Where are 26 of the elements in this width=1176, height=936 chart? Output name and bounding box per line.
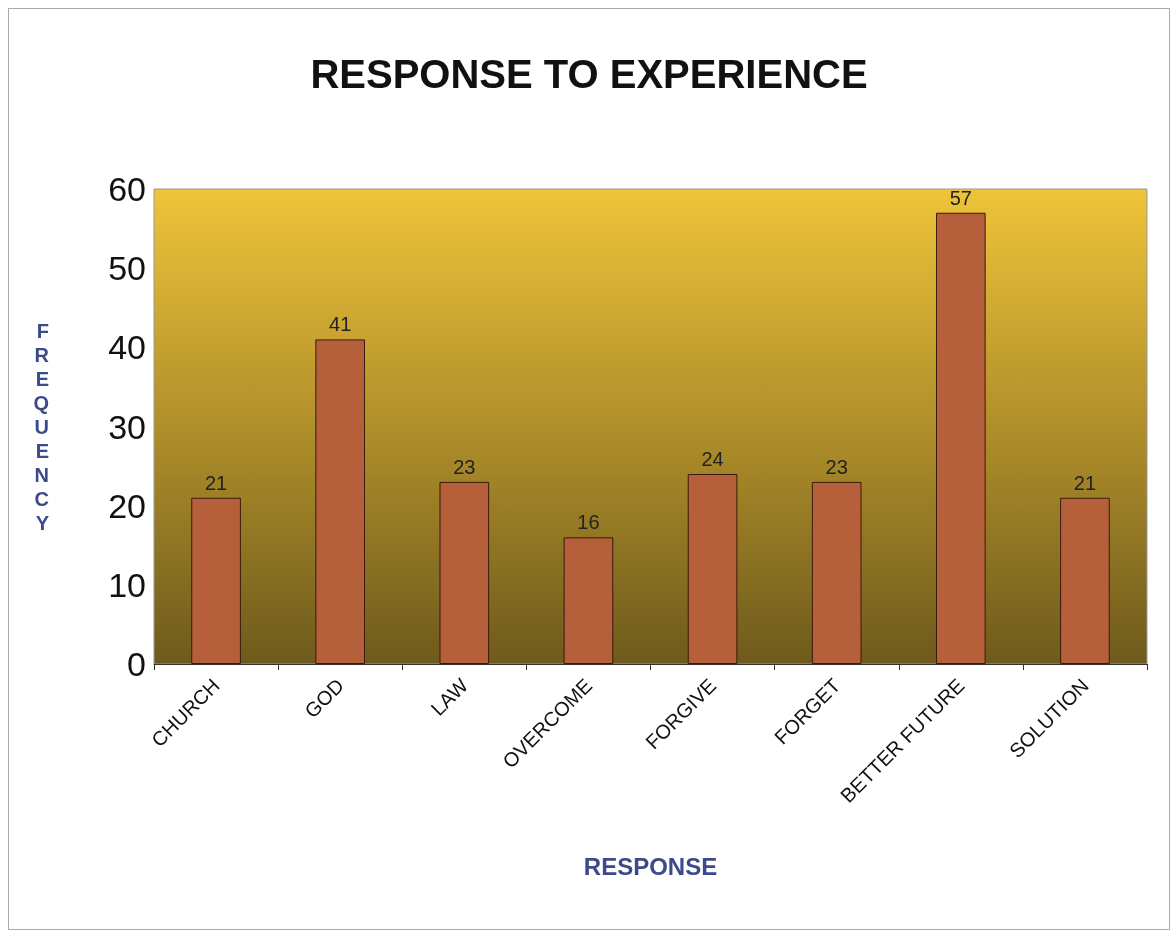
y-tick-label: 40 (108, 328, 146, 367)
data-label: 57 (949, 186, 972, 209)
y-tick-label: 20 (108, 486, 146, 525)
data-label: 23 (825, 455, 848, 478)
y-tick-label: 0 (127, 645, 146, 683)
text: FREQUENCY (33, 319, 49, 534)
bar (191, 497, 241, 664)
data-label: 41 (329, 313, 352, 336)
y-tick-label: 50 (108, 249, 146, 288)
bar (315, 339, 366, 664)
data-label: 16 (577, 511, 600, 534)
bar (563, 537, 614, 664)
y-tick-label: 10 (108, 565, 146, 604)
y-tick-label: 60 (108, 170, 146, 208)
data-label: 23 (453, 455, 476, 478)
data-label: 21 (1073, 471, 1097, 494)
data-label: 24 (701, 448, 724, 470)
bar (439, 481, 490, 664)
bar (935, 212, 986, 664)
data-label: 21 (204, 471, 228, 494)
bar (811, 481, 862, 664)
y-tick-label: 30 (108, 407, 146, 446)
chart-title: RESPONSE TO EXPERIENCE (310, 52, 868, 96)
x-axis-title: RESPONSE (583, 852, 718, 880)
bar (687, 474, 738, 664)
bar (1060, 497, 1110, 664)
